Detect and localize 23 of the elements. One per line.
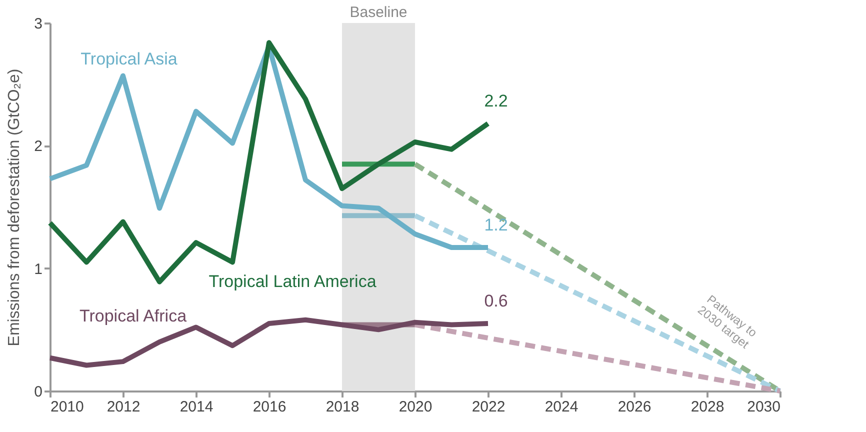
x-tick-label: 2012 [106,398,140,416]
x-tick-label: 2026 [618,398,652,416]
series-label: Tropical Asia [80,50,178,69]
x-tick-label: 2018 [326,398,360,416]
band-label: Baseline [350,4,408,21]
x-tick-label: 2022 [472,398,506,416]
series-label: Tropical Latin America [208,272,377,292]
x-tick-label: 2024 [544,398,578,416]
data-label: 2.2 [484,92,508,111]
y-tick-label: 0 [34,384,42,400]
x-tick-label: 2030 [747,398,780,416]
y-tick-label: 3 [34,16,42,32]
x-tick-label: 2010 [50,398,84,416]
x-tick-label: 2028 [690,398,724,416]
x-tick-label: 2014 [180,398,214,416]
y-axis-title: Emissions from deforestation (GtCO₂e) [6,68,24,346]
series-label: Tropical Africa [79,306,188,326]
data-label: 0.6 [484,292,508,311]
x-tick-label: 2016 [252,398,286,416]
y-tick-label: 2 [34,138,42,156]
x-tick-label: 2020 [398,398,432,416]
data-label: 1.2 [484,215,508,234]
y-tick-label: 1 [34,260,42,278]
